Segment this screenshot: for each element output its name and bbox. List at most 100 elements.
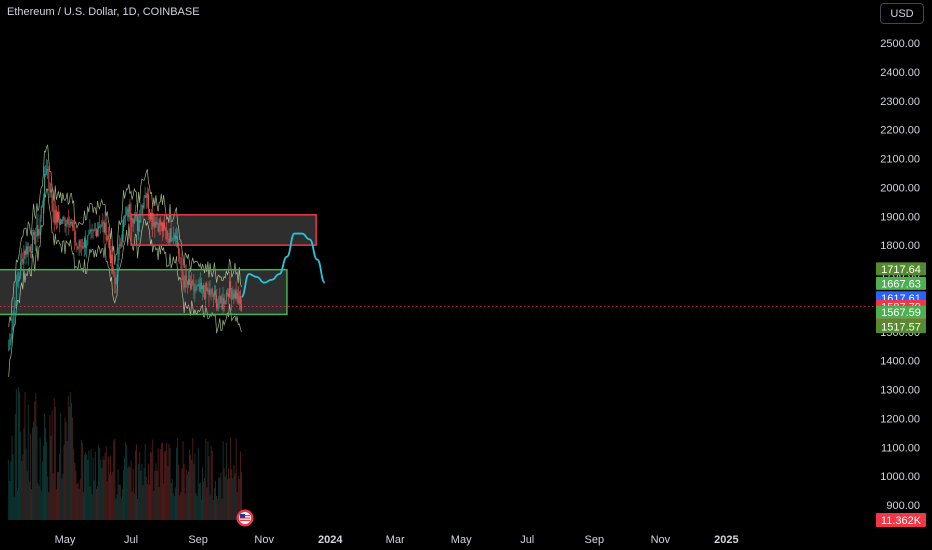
volume-bar	[8, 459, 10, 520]
volume-bar	[221, 498, 223, 520]
volume-bar	[113, 440, 115, 520]
candle-body	[225, 292, 227, 302]
candle-body	[202, 285, 203, 289]
volume-bar	[139, 451, 141, 520]
candle-body	[216, 294, 218, 308]
volume-bar	[72, 417, 74, 520]
volume-bar	[236, 492, 238, 520]
x-axis[interactable]: May Jul Sep Nov 2024 Mar May Jul Sep Nov 2025	[55, 534, 739, 546]
candle-body	[193, 282, 195, 292]
candle-body	[222, 297, 224, 310]
candle-body	[220, 295, 222, 304]
us-flag-icon[interactable]	[236, 509, 254, 527]
volume-bar	[171, 478, 173, 520]
candle-body	[228, 294, 229, 297]
volume-bar	[105, 445, 107, 520]
candle-body	[95, 229, 97, 237]
volume-bar	[225, 442, 227, 520]
candle-body	[71, 222, 72, 223]
candle-body	[59, 220, 61, 225]
candle-body	[42, 197, 44, 205]
candle-body	[78, 240, 80, 249]
price-labels: 1717.641667.631617.611587.7917:59:141567…	[876, 262, 926, 527]
volume-bar	[115, 498, 117, 520]
candle-body	[144, 194, 146, 198]
y-tick-label: 1200.00	[880, 413, 920, 425]
candle-body	[115, 277, 117, 285]
candle-body	[86, 244, 88, 248]
candle-body	[10, 338, 12, 340]
volume-bar	[29, 433, 31, 520]
volume-bar	[230, 437, 232, 520]
volume-bar	[46, 441, 48, 520]
candle-body	[67, 218, 69, 225]
volume-bar	[52, 473, 54, 520]
candle-body	[232, 293, 234, 299]
currency-button[interactable]: USD	[880, 3, 924, 24]
candle-body	[204, 292, 206, 299]
candle-body	[235, 290, 237, 299]
y-tick-label: 1400.00	[880, 356, 920, 368]
volume-bar	[165, 451, 167, 520]
volume-bar	[67, 395, 69, 520]
candle-body	[119, 244, 121, 247]
candle-body	[52, 203, 54, 212]
volume-bar	[99, 447, 101, 520]
candle-body	[185, 275, 187, 281]
candle-body	[198, 284, 200, 291]
candle-body	[70, 222, 71, 225]
y-tick-label: 2200.00	[880, 125, 920, 137]
price-label-box	[876, 320, 926, 334]
candle-body	[132, 219, 134, 224]
candle-body	[55, 209, 57, 223]
volume-bar	[55, 489, 57, 520]
price-label-text: 1567.59	[881, 307, 921, 319]
candle-body	[124, 216, 126, 219]
volume-bar	[23, 428, 25, 520]
candle-body	[58, 212, 60, 221]
volume-bar	[10, 461, 12, 520]
candle-body	[81, 245, 83, 248]
volume-bar	[21, 460, 23, 520]
volume-bar	[95, 488, 97, 520]
candle-body	[107, 236, 109, 240]
candle-body	[76, 244, 78, 249]
volume-bar	[134, 450, 136, 520]
volume-bar	[58, 471, 60, 520]
volume-bar	[85, 452, 87, 520]
candle-body	[88, 232, 90, 236]
volume-bar	[219, 478, 221, 520]
volume-bar	[226, 479, 228, 520]
candle-body	[65, 223, 67, 226]
volume-bar	[237, 476, 239, 520]
candle-body	[164, 222, 166, 228]
volume-bar	[131, 491, 133, 520]
volume-bar	[25, 448, 27, 520]
candle-body	[159, 219, 161, 226]
volume-bar	[141, 463, 143, 520]
candle-body	[110, 249, 111, 263]
candle-body	[123, 218, 124, 231]
candle-body	[117, 254, 119, 275]
candle-body	[180, 258, 182, 259]
volume-bar	[18, 387, 19, 520]
volume-bar	[232, 478, 234, 520]
volume-bar	[203, 481, 205, 520]
volume-bar	[41, 461, 43, 520]
volume-bar	[196, 495, 198, 520]
volume-bar	[218, 477, 220, 520]
candle-body	[212, 294, 214, 297]
candle-body	[156, 221, 158, 224]
candle-body	[60, 219, 62, 225]
volume-bar	[119, 484, 121, 520]
volume-bar	[160, 443, 162, 520]
candle-body	[169, 228, 171, 243]
volume-bar	[179, 495, 181, 520]
volume-bar	[32, 427, 34, 520]
volume-bar	[62, 473, 64, 520]
candle-body	[54, 209, 56, 224]
volume-bar	[158, 487, 160, 520]
volume-bar	[191, 459, 193, 520]
projection	[240, 232, 326, 298]
